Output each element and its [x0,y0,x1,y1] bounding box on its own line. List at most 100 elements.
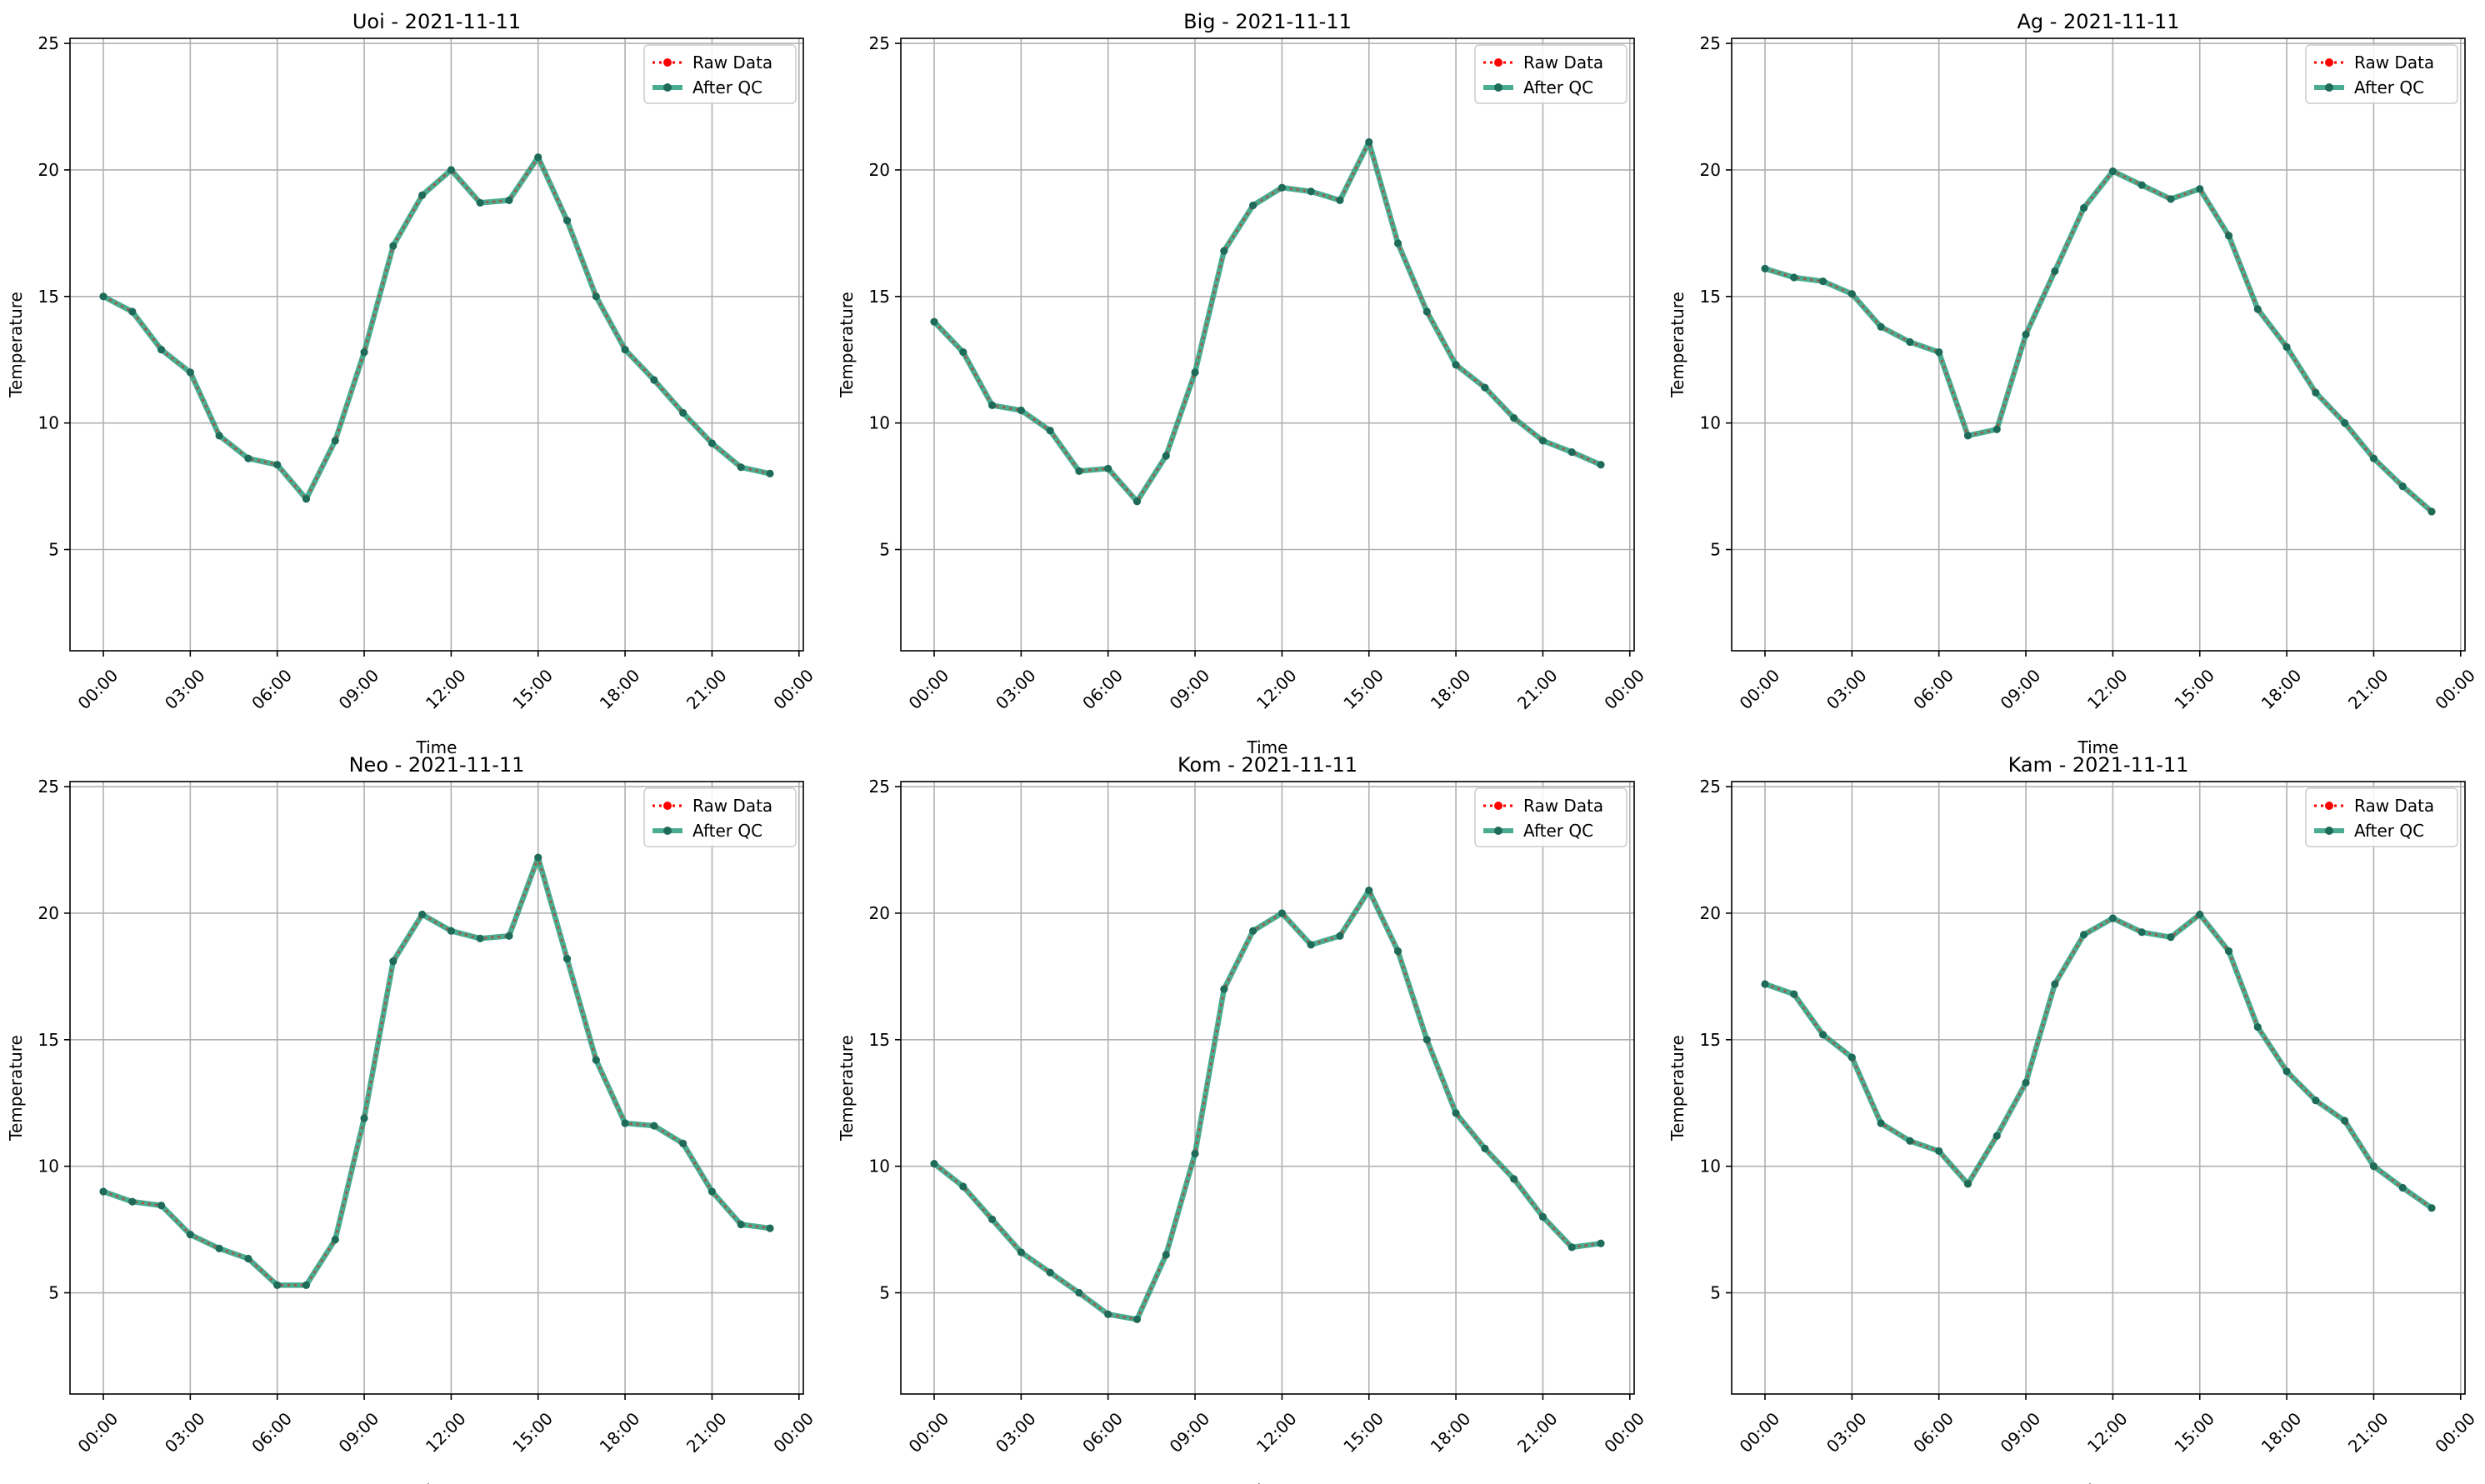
data-point [99,1187,108,1196]
data-point [562,217,572,225]
data-point [679,408,688,417]
data-point [2224,947,2233,956]
data-point [1104,464,1112,472]
legend: Raw Data After QC [2305,44,2458,104]
data-point [930,1160,938,1168]
x-tick-label: 00:00 [769,665,818,713]
x-axis-label: Time [2078,1481,2119,1484]
data-point [930,317,938,326]
data-point [244,454,252,462]
x-tick-label: 09:00 [335,1408,383,1457]
data-point [1877,322,1885,331]
data-point [2080,931,2088,939]
data-point [1393,947,1402,956]
data-point [1906,1137,1914,1145]
x-tick-label: 12:00 [2083,1408,2132,1457]
data-point [534,153,542,162]
x-tick-label: 03:00 [992,1408,1040,1457]
data-point [1365,886,1373,895]
y-tick-label: 20 [1700,903,1721,923]
data-point [2108,167,2117,176]
data-point [1336,932,1344,940]
data-point [128,307,137,316]
legend: Raw Data After QC [2305,787,2458,847]
data-point [1162,452,1170,460]
data-point [1906,337,1914,347]
legend-qc-label: After QC [1523,77,1593,97]
x-tick-label: 03:00 [1822,665,1871,713]
data-point [2051,267,2059,276]
y-tick-label: 15 [38,1030,59,1050]
data-point [1568,447,1576,457]
data-point [1818,1031,1828,1039]
y-tick-label: 10 [1700,413,1721,433]
data-point [737,463,745,472]
data-point [2428,1204,2436,1212]
after-qc-line [1764,168,2434,514]
subplot-4: 5 10 15 20 25 00:00 03:00 06:00 09:00 12:00 15:00 1… [6,753,818,1484]
raw-data-line [1764,169,2432,512]
y-tick-label: 15 [869,1030,890,1050]
y-tick-label: 10 [1700,1157,1721,1177]
data-point [592,292,600,301]
legend-qc-label: After QC [1523,821,1593,841]
x-tick-label: 12:00 [422,1408,470,1457]
legend-raw-label: Raw Data [1523,52,1603,72]
x-tick-label: 15:00 [2170,1408,2218,1457]
y-tick-label: 25 [1700,777,1721,797]
data-point [534,853,542,862]
legend-qc-label: After QC [692,77,762,97]
data-point [128,1197,137,1206]
x-axis-label: Time [416,1481,458,1484]
data-point [1336,196,1344,204]
x-tick-label: 09:00 [335,665,383,713]
x-tick-label: 15:00 [508,1408,557,1457]
data-point [1162,1251,1170,1259]
data-point [1790,273,1798,282]
x-tick-label: 18:00 [1427,665,1475,713]
legend: Raw Data After QC [1474,787,1628,847]
x-tick-label: 09:00 [1997,665,2045,713]
data-point [418,910,427,919]
series-group [99,853,774,1290]
x-tick-label: 06:00 [248,1408,296,1457]
data-point [1393,239,1402,247]
axes-frame [900,37,1635,652]
y-tick-label: 15 [38,287,59,307]
data-point [1220,985,1228,993]
data-point [1848,1053,1856,1062]
data-point [2108,914,2117,922]
legend-raw-marker [1494,802,1502,810]
data-point [737,1220,745,1229]
axes-frame [1731,781,2466,1395]
x-tick-label: 21:00 [2344,1408,2392,1457]
x-tick-label: 21:00 [1513,665,1562,713]
y-tick-label: 15 [1700,287,1721,307]
data-point [1848,290,1856,298]
data-point [1481,1144,1489,1152]
data-point [2138,181,2146,189]
data-point [505,196,513,204]
y-axis-label: Temperature [1668,292,1688,398]
x-axis-label: Time [1247,1481,1288,1484]
data-point [331,1236,339,1244]
data-point [1761,264,1769,272]
y-tick-label: 20 [869,903,890,923]
data-point [1568,1243,1576,1252]
y-axis-label: Temperature [837,1035,857,1142]
y-tick-label: 5 [1710,1283,1721,1303]
x-tick-label: 00:00 [74,665,122,713]
data-point [2312,388,2320,397]
data-point [1365,137,1373,147]
data-point [1992,1132,2001,1140]
y-tick-label: 20 [1700,160,1721,180]
data-point [505,932,513,940]
y-tick-label: 10 [38,413,59,433]
subplot-title: Big - 2021-11-11 [1183,10,1352,33]
data-point [1510,1175,1518,1183]
data-point [2253,1023,2262,1032]
data-point [215,1244,223,1252]
x-axis-label: Time [416,737,458,757]
data-point [2369,454,2378,462]
data-point [2051,980,2059,988]
